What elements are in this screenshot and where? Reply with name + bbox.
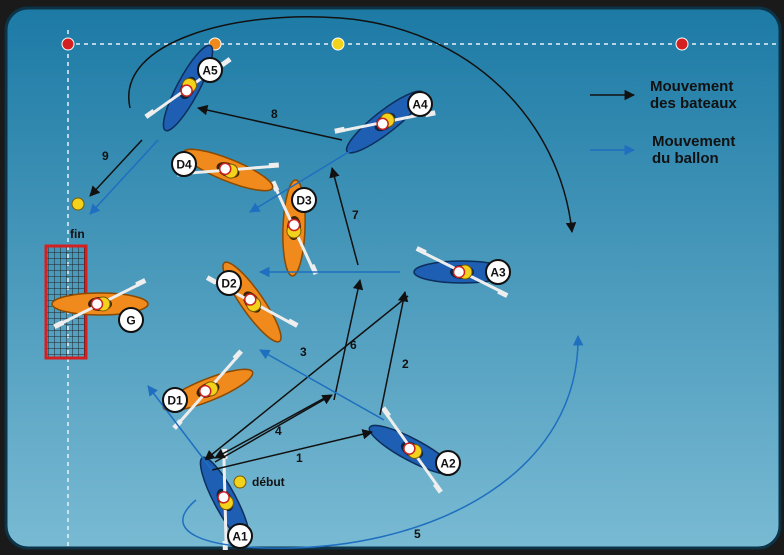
legend-ball-line2: du ballon bbox=[652, 150, 719, 167]
pool-water bbox=[4, 6, 782, 550]
step-7: 7 bbox=[352, 208, 359, 222]
player-label-A2: A2 bbox=[440, 457, 456, 471]
step-6: 6 bbox=[350, 338, 357, 352]
step-3: 3 bbox=[300, 345, 307, 359]
player-label-D2: D2 bbox=[221, 277, 237, 291]
step-4: 4 bbox=[275, 424, 282, 438]
player-badge-A2: A2 bbox=[435, 450, 461, 476]
player-label-A1: A1 bbox=[232, 530, 248, 544]
buoy-yellow bbox=[331, 37, 345, 51]
player-badge-D1: D1 bbox=[162, 387, 188, 413]
legend-ball-line1: Mouvement bbox=[652, 133, 736, 150]
player-badge-A5: A5 bbox=[197, 57, 223, 83]
step-8: 8 bbox=[271, 107, 278, 121]
step-1: 1 bbox=[296, 451, 303, 465]
player-badge-A3: A3 bbox=[485, 259, 511, 285]
player-badge-D2: D2 bbox=[216, 270, 242, 296]
start-label: début bbox=[252, 475, 285, 489]
buoy-red-right bbox=[675, 37, 689, 51]
player-label-G: G bbox=[126, 314, 135, 328]
buoy-red bbox=[61, 37, 75, 51]
step-numbers: 1 2 3 4 5 6 7 8 9 bbox=[102, 107, 421, 541]
ball-end-icon bbox=[71, 197, 85, 211]
end-label: fin bbox=[70, 227, 85, 241]
player-label-A3: A3 bbox=[490, 266, 506, 280]
ball-start-icon bbox=[233, 475, 247, 489]
ball-movement-arrows bbox=[89, 139, 636, 549]
player-label-D1: D1 bbox=[167, 394, 183, 408]
legend-ball-movement: Mouvement du ballon bbox=[652, 133, 735, 167]
boat-movement-arrows bbox=[89, 15, 636, 471]
player-badge-A4: A4 bbox=[407, 91, 433, 117]
player-badge-D4: D4 bbox=[171, 151, 197, 177]
player-badge-G: G bbox=[118, 307, 144, 333]
step-9: 9 bbox=[102, 149, 109, 163]
player-label-A4: A4 bbox=[412, 98, 428, 112]
player-label-A5: A5 bbox=[202, 64, 218, 78]
legend-boat-line1: Mouvement bbox=[650, 78, 734, 95]
legend-boat-line2: des bateaux bbox=[650, 95, 737, 112]
player-badge-D3: D3 bbox=[291, 187, 317, 213]
step-5: 5 bbox=[414, 527, 421, 541]
player-label-D3: D3 bbox=[296, 194, 312, 208]
player-badge-A1: A1 bbox=[227, 523, 253, 549]
legend-boat-movement: Mouvement des bateaux bbox=[650, 78, 737, 112]
player-label-D4: D4 bbox=[176, 158, 192, 172]
step-2: 2 bbox=[402, 357, 409, 371]
